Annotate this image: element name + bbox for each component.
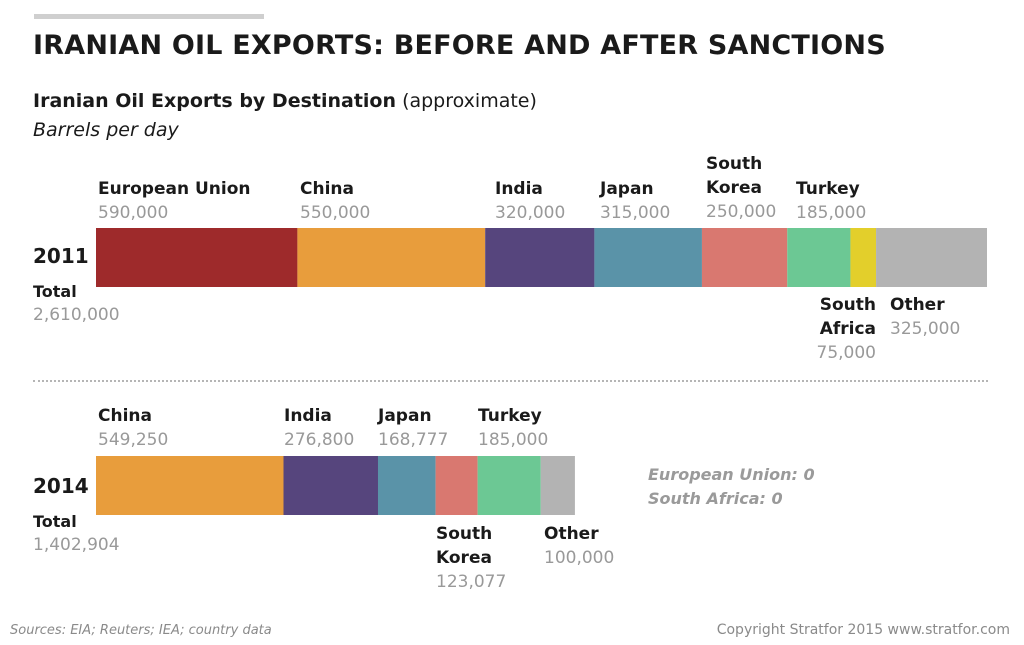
bar-2011-other bbox=[876, 228, 987, 287]
segment-name: South Korea bbox=[706, 154, 763, 198]
segment-name: South Africa bbox=[819, 295, 876, 339]
segment-value: 168,777 bbox=[378, 430, 449, 450]
label-2014-india: India 276,800 bbox=[284, 404, 354, 452]
label-2011-eu: European Union 590,000 bbox=[98, 177, 251, 225]
label-2011-south-korea: South Korea 250,000 bbox=[706, 152, 776, 224]
label-2011-other: Other 325,000 bbox=[890, 293, 960, 341]
zero-destination-eu: European Union: 0 bbox=[648, 465, 815, 484]
label-2011-china: China 550,000 bbox=[300, 177, 370, 225]
label-2014-south-korea: South Korea 123,077 bbox=[436, 522, 506, 594]
segment-value: 549,250 bbox=[98, 430, 169, 450]
segment-name: Japan bbox=[378, 406, 432, 426]
sources-note: Sources: EIA; Reuters; IEA; country data bbox=[10, 623, 272, 638]
year-2011-label: 2011 bbox=[33, 244, 89, 268]
bar-2011-european-union bbox=[96, 228, 298, 287]
segment-name: European Union bbox=[98, 179, 251, 199]
segment-name: India bbox=[284, 406, 332, 426]
segment-name: India bbox=[495, 179, 543, 199]
subtitle-note: (approximate) bbox=[402, 90, 537, 112]
segment-value: 315,000 bbox=[600, 203, 671, 223]
bar-2014-india bbox=[283, 456, 378, 515]
bar-2014-china bbox=[96, 456, 284, 515]
top-accent-bar bbox=[34, 14, 264, 19]
segment-name: Other bbox=[544, 524, 599, 544]
chart-subtitle: Iranian Oil Exports by Destination (appr… bbox=[33, 90, 537, 112]
units-label: Barrels per day bbox=[33, 119, 179, 141]
bar-2014-south-korea bbox=[435, 456, 478, 515]
bar-2011-turkey bbox=[787, 228, 851, 287]
segment-value: 250,000 bbox=[706, 202, 777, 222]
bar-2014-turkey bbox=[477, 456, 541, 515]
segment-value: 123,077 bbox=[436, 572, 507, 592]
bar-2011-japan bbox=[594, 228, 702, 287]
total-2014-label: Total bbox=[33, 512, 77, 531]
segment-value: 590,000 bbox=[98, 203, 169, 223]
label-2014-china: China 549,250 bbox=[98, 404, 168, 452]
segment-value: 276,800 bbox=[284, 430, 355, 450]
label-2011-japan: Japan 315,000 bbox=[600, 177, 670, 225]
total-2014-value: 1,402,904 bbox=[33, 535, 120, 555]
bar-2011-south-africa bbox=[850, 228, 877, 287]
bar-2014-japan bbox=[378, 456, 436, 515]
zero-destinations-note: European Union: 0 South Africa: 0 bbox=[648, 463, 815, 511]
segment-name: South Korea bbox=[436, 524, 493, 568]
total-2011-label: Total bbox=[33, 282, 77, 301]
label-2014-other: Other 100,000 bbox=[544, 522, 614, 570]
segment-value: 550,000 bbox=[300, 203, 371, 223]
segment-name: Turkey bbox=[796, 179, 860, 199]
segment-value: 320,000 bbox=[495, 203, 566, 223]
section-divider bbox=[33, 380, 988, 382]
zero-destination-south-africa: South Africa: 0 bbox=[648, 489, 783, 508]
bar-2011-china bbox=[297, 228, 486, 287]
segment-value: 100,000 bbox=[544, 548, 615, 568]
year-2014-label: 2014 bbox=[33, 474, 89, 498]
segment-name: Japan bbox=[600, 179, 654, 199]
segment-value: 325,000 bbox=[890, 319, 961, 339]
copyright-note: Copyright Stratfor 2015 www.stratfor.com bbox=[716, 622, 1010, 638]
bar-2014-other bbox=[540, 456, 575, 515]
label-2014-japan: Japan 168,777 bbox=[378, 404, 448, 452]
segment-name: Other bbox=[890, 295, 945, 315]
label-2011-south-africa: South Africa 75,000 bbox=[790, 293, 876, 365]
bar-2011-south-korea bbox=[701, 228, 788, 287]
bar-2011-india bbox=[485, 228, 595, 287]
segment-value: 185,000 bbox=[478, 430, 549, 450]
segment-name: China bbox=[300, 179, 354, 199]
label-2011-india: India 320,000 bbox=[495, 177, 565, 225]
label-2014-turkey: Turkey 185,000 bbox=[478, 404, 548, 452]
label-2011-turkey: Turkey 185,000 bbox=[796, 177, 866, 225]
subtitle-main: Iranian Oil Exports by Destination bbox=[33, 90, 397, 112]
segment-value: 75,000 bbox=[816, 343, 876, 363]
total-2011-value: 2,610,000 bbox=[33, 305, 120, 325]
segment-name: Turkey bbox=[478, 406, 542, 426]
chart-title: IRANIAN OIL EXPORTS: BEFORE AND AFTER SA… bbox=[33, 30, 886, 61]
segment-name: China bbox=[98, 406, 152, 426]
segment-value: 185,000 bbox=[796, 203, 867, 223]
